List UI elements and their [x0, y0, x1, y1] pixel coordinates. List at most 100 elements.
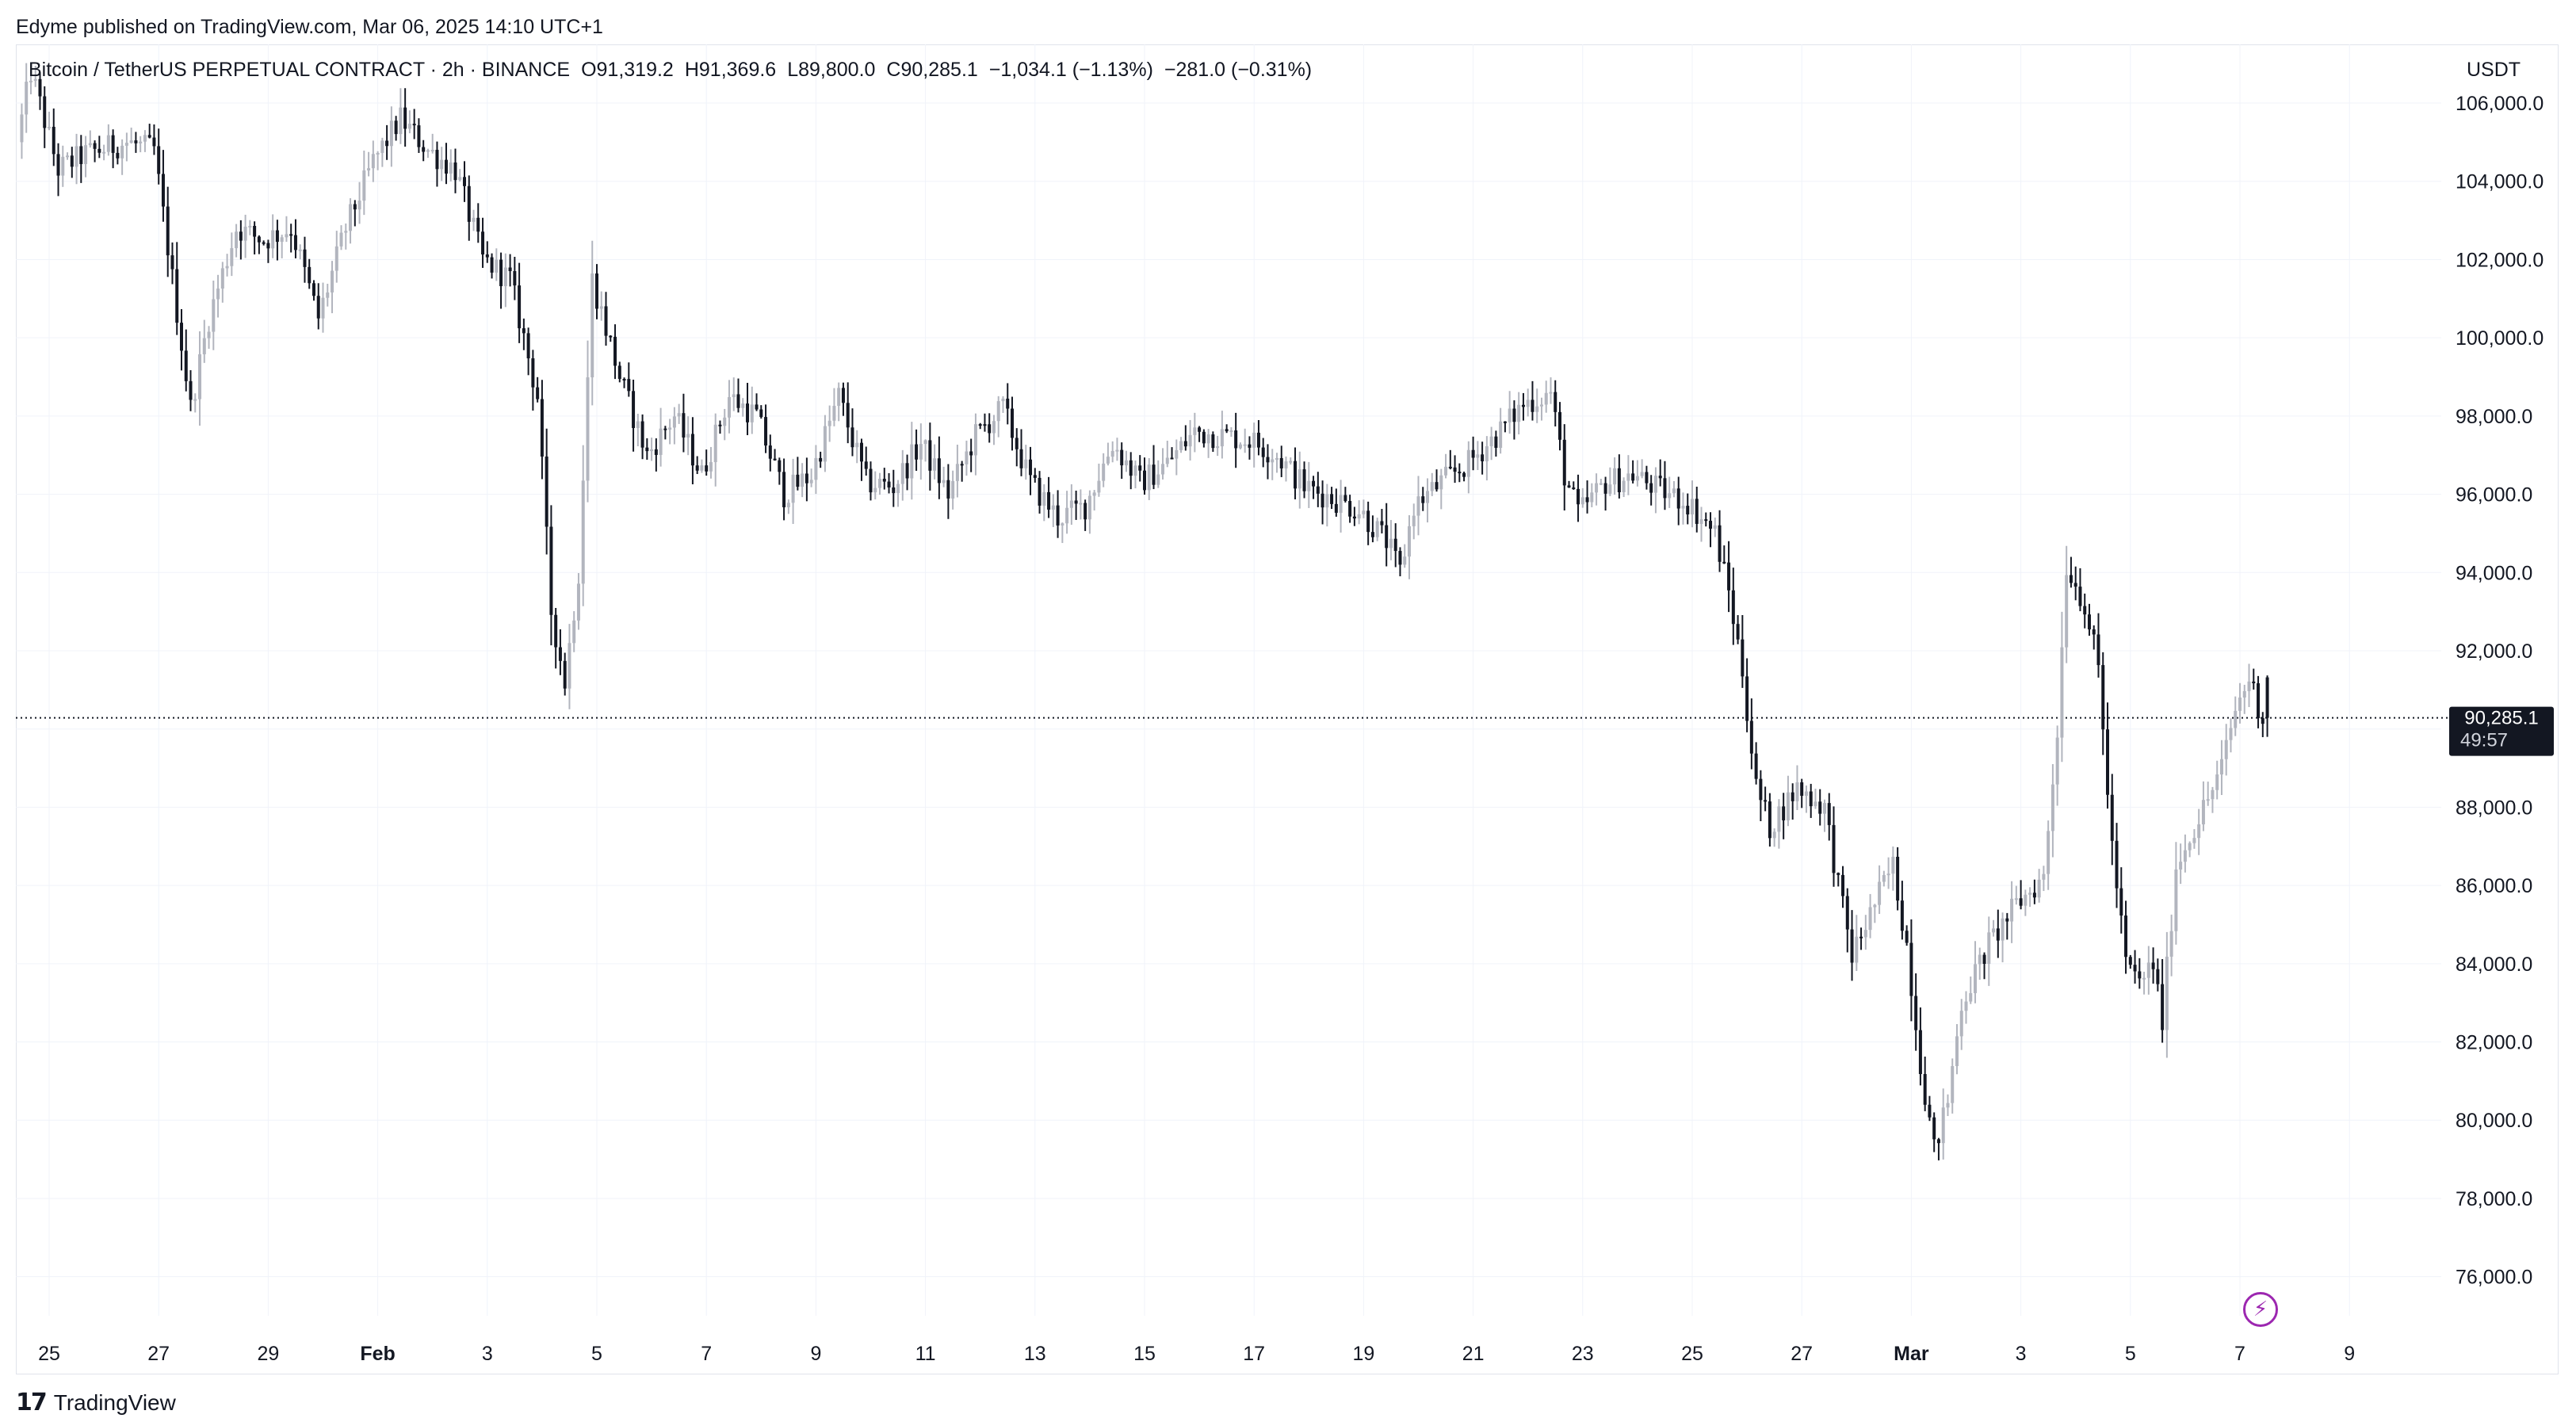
candle-body — [1845, 896, 1849, 930]
candle — [1736, 615, 1740, 644]
candle-body — [2110, 794, 2114, 841]
candle-body — [508, 267, 512, 272]
candle — [640, 414, 644, 460]
candle-body — [198, 354, 202, 399]
candle — [88, 130, 92, 148]
candle-body — [686, 434, 690, 438]
lightning-icon[interactable]: ⚡ — [2243, 1292, 2278, 1327]
candle-body — [837, 388, 841, 407]
candle — [293, 219, 297, 258]
candle — [394, 116, 398, 141]
candle — [266, 239, 270, 263]
candle-body — [2042, 873, 2046, 880]
candle — [545, 428, 548, 555]
candle — [563, 652, 567, 696]
candle — [111, 129, 115, 169]
candle-body — [540, 399, 544, 457]
candle — [622, 377, 626, 388]
candle — [1084, 499, 1087, 531]
candle — [1389, 520, 1393, 560]
candle-body — [531, 358, 535, 388]
candle-body — [1029, 459, 1033, 476]
candle — [43, 86, 47, 148]
candle-body — [1809, 791, 1813, 807]
candle — [946, 464, 950, 519]
candle — [791, 458, 795, 525]
candle — [1878, 865, 1882, 915]
candle-body — [2179, 862, 2183, 870]
candle-body — [659, 428, 663, 455]
x-tick-label: 21 — [1462, 1343, 1485, 1365]
candle — [147, 124, 151, 139]
candle-body — [61, 156, 65, 176]
candle — [1722, 545, 1726, 564]
candle — [389, 106, 393, 167]
candle-body — [1133, 465, 1137, 476]
candle-body — [896, 484, 900, 494]
candle-body — [2146, 962, 2150, 978]
candle — [2019, 880, 2023, 910]
candle — [1768, 793, 1771, 847]
y-tick-label: 92,000.0 — [2456, 640, 2532, 663]
candle-body — [331, 270, 334, 292]
candle-body — [422, 147, 426, 152]
x-tick-label: 29 — [257, 1343, 279, 1365]
candle-body — [2019, 898, 2023, 906]
price-axis[interactable]: 76,000.0 78,000.0 80,000.0 82,000.0 84,000.0… — [2456, 93, 2544, 1289]
candle-body — [444, 159, 448, 174]
candle — [212, 281, 216, 350]
candle-body — [175, 269, 179, 323]
candle — [1868, 893, 1872, 938]
candle-body — [576, 583, 580, 621]
candle — [1814, 788, 1817, 809]
symbol-legend[interactable]: Bitcoin / TetherUS PERPETUAL CONTRACT · … — [29, 59, 1323, 82]
candle — [1969, 976, 1973, 1004]
candle — [1631, 460, 1635, 484]
candle — [773, 449, 777, 461]
candle — [576, 573, 580, 630]
symbol-name[interactable]: Bitcoin / TetherUS PERPETUAL CONTRACT · … — [29, 59, 571, 81]
candle — [1024, 445, 1028, 480]
candle — [2247, 663, 2251, 708]
candle-body — [933, 458, 937, 471]
candle-body — [855, 442, 859, 448]
candle — [1923, 1057, 1927, 1111]
candle — [1608, 467, 1612, 496]
candle — [1941, 1088, 1945, 1160]
candle — [262, 240, 266, 246]
candle-body — [349, 204, 353, 231]
candle-body — [1558, 411, 1562, 440]
candle — [1572, 481, 1576, 490]
candle — [1079, 489, 1083, 520]
candle-body — [1110, 450, 1114, 457]
currency-label[interactable]: USDT — [2467, 59, 2521, 81]
candle — [1385, 503, 1389, 567]
candle — [604, 292, 608, 346]
candle — [495, 248, 499, 281]
candle — [1759, 770, 1763, 821]
candle-body — [1782, 806, 1786, 820]
candle — [1120, 442, 1124, 480]
time-axis[interactable]: 25 27 29 Feb 3 5 7 9 11 13 15 17 19 21 23 25 27 Mar 3 5 7 9 — [38, 1343, 2355, 1365]
candle — [796, 457, 800, 491]
candle — [1006, 383, 1010, 425]
candle-body — [499, 259, 503, 287]
candle-body — [2161, 984, 2165, 1030]
candle-body — [910, 444, 914, 479]
candle — [2069, 556, 2073, 588]
candle-body — [248, 226, 252, 228]
candle — [2156, 958, 2160, 992]
candle — [1836, 872, 1840, 887]
candle — [362, 151, 366, 216]
candle-body — [1188, 434, 1192, 447]
tradingview-logo[interactable]: 17 TradingView — [16, 1389, 176, 1416]
candle-body — [88, 143, 92, 146]
candle-body — [1302, 469, 1306, 491]
candle-body — [1631, 473, 1635, 481]
candle — [2042, 866, 2046, 892]
candle-body — [298, 249, 302, 251]
candle-body — [1946, 1103, 1950, 1108]
candle — [1038, 471, 1041, 514]
candle — [1709, 512, 1713, 548]
